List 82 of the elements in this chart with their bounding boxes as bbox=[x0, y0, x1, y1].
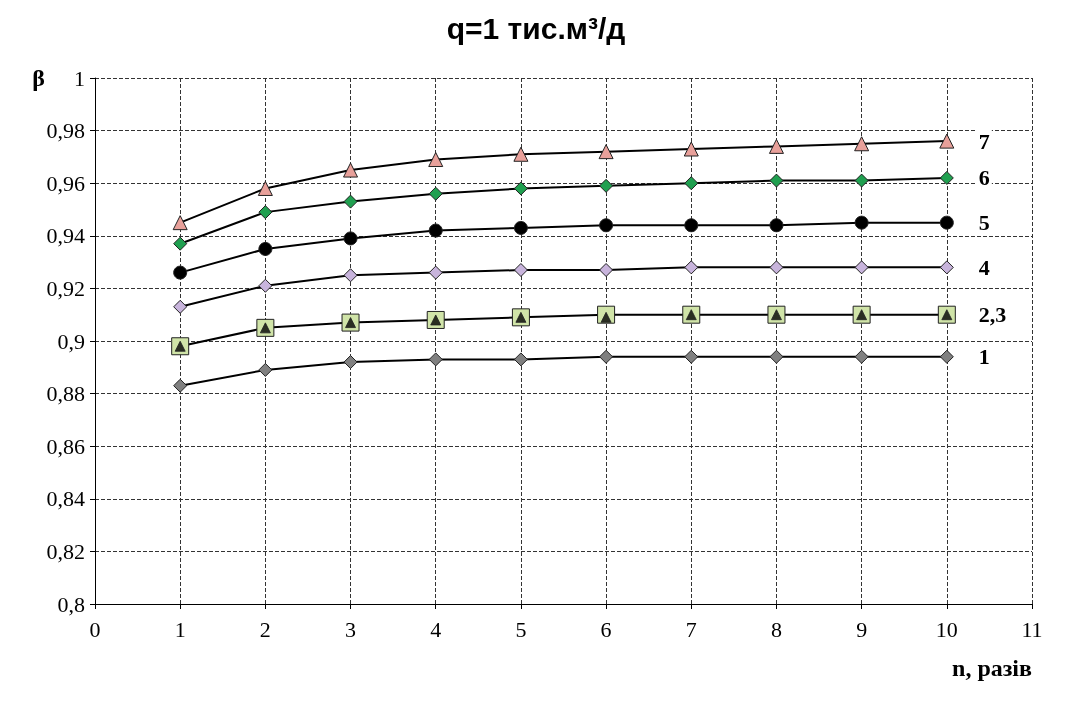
point bbox=[173, 299, 188, 314]
point bbox=[769, 349, 784, 364]
point bbox=[939, 349, 954, 364]
point bbox=[769, 173, 784, 188]
point bbox=[599, 349, 614, 364]
point bbox=[343, 194, 358, 209]
point bbox=[173, 378, 188, 393]
point bbox=[257, 180, 273, 196]
y-tick-label: 1 bbox=[74, 65, 85, 91]
chart-title: q=1 тис.м³/д bbox=[446, 11, 626, 45]
point bbox=[854, 215, 869, 230]
point bbox=[683, 141, 699, 157]
x-tick-label: 10 bbox=[935, 616, 958, 642]
point bbox=[939, 260, 954, 275]
point bbox=[684, 349, 699, 364]
y-tick-label: 0,98 bbox=[46, 118, 85, 144]
point bbox=[428, 352, 443, 367]
point bbox=[513, 181, 528, 196]
point bbox=[854, 260, 869, 275]
y-tick-label: 0,84 bbox=[46, 486, 85, 512]
series-label: 4 bbox=[978, 254, 990, 280]
point bbox=[428, 265, 443, 280]
series-label: 7 bbox=[978, 128, 990, 154]
point bbox=[769, 218, 784, 233]
point bbox=[258, 205, 273, 220]
x-tick-label: 6 bbox=[600, 616, 612, 642]
point bbox=[684, 218, 699, 233]
x-tick-label: 4 bbox=[430, 616, 442, 642]
point bbox=[599, 178, 614, 193]
point bbox=[769, 260, 784, 275]
point bbox=[768, 138, 784, 154]
x-tick-label: 8 bbox=[770, 616, 782, 642]
point bbox=[854, 349, 869, 364]
point bbox=[513, 220, 528, 235]
y-tick-label: 0,9 bbox=[57, 328, 85, 354]
point bbox=[513, 262, 528, 277]
y-tick-label: 0,94 bbox=[46, 223, 85, 249]
point bbox=[598, 144, 614, 160]
y-tick-label: 0,8 bbox=[57, 591, 85, 617]
point bbox=[854, 173, 869, 188]
point bbox=[343, 162, 359, 178]
y-axis-title: β bbox=[32, 65, 45, 91]
y-tick-label: 0,92 bbox=[46, 275, 85, 301]
point bbox=[684, 260, 699, 275]
point bbox=[343, 268, 358, 283]
point bbox=[513, 146, 529, 162]
series-label: 6 bbox=[978, 165, 990, 191]
point bbox=[939, 133, 955, 149]
point bbox=[258, 362, 273, 377]
point bbox=[258, 241, 273, 256]
point bbox=[428, 186, 443, 201]
point bbox=[939, 215, 954, 230]
point bbox=[172, 215, 188, 231]
point bbox=[343, 231, 358, 246]
x-tick-label: 1 bbox=[174, 616, 186, 642]
x-axis-title: n, разів bbox=[952, 655, 1033, 681]
y-tick-label: 0,86 bbox=[46, 433, 85, 459]
point bbox=[173, 236, 188, 251]
point bbox=[173, 265, 188, 280]
series-label: 2,3 bbox=[978, 302, 1007, 328]
point bbox=[428, 223, 443, 238]
point bbox=[343, 355, 358, 370]
y-tick-label: 0,88 bbox=[46, 381, 85, 407]
point bbox=[599, 218, 614, 233]
y-tick-label: 0,82 bbox=[46, 538, 85, 564]
point bbox=[428, 152, 444, 168]
x-tick-label: 2 bbox=[259, 616, 271, 642]
point bbox=[939, 170, 954, 185]
y-tick-label: 0,96 bbox=[46, 170, 85, 196]
point bbox=[513, 352, 528, 367]
x-tick-label: 9 bbox=[856, 616, 868, 642]
x-tick-label: 0 bbox=[89, 616, 101, 642]
point bbox=[684, 176, 699, 191]
point bbox=[258, 278, 273, 293]
point bbox=[854, 136, 870, 152]
series-label: 5 bbox=[978, 210, 990, 236]
point bbox=[599, 262, 614, 277]
x-tick-label: 7 bbox=[685, 616, 697, 642]
x-tick-label: 11 bbox=[1021, 616, 1043, 642]
x-tick-label: 5 bbox=[515, 616, 527, 642]
series-label: 1 bbox=[978, 344, 990, 370]
x-tick-label: 3 bbox=[345, 616, 357, 642]
